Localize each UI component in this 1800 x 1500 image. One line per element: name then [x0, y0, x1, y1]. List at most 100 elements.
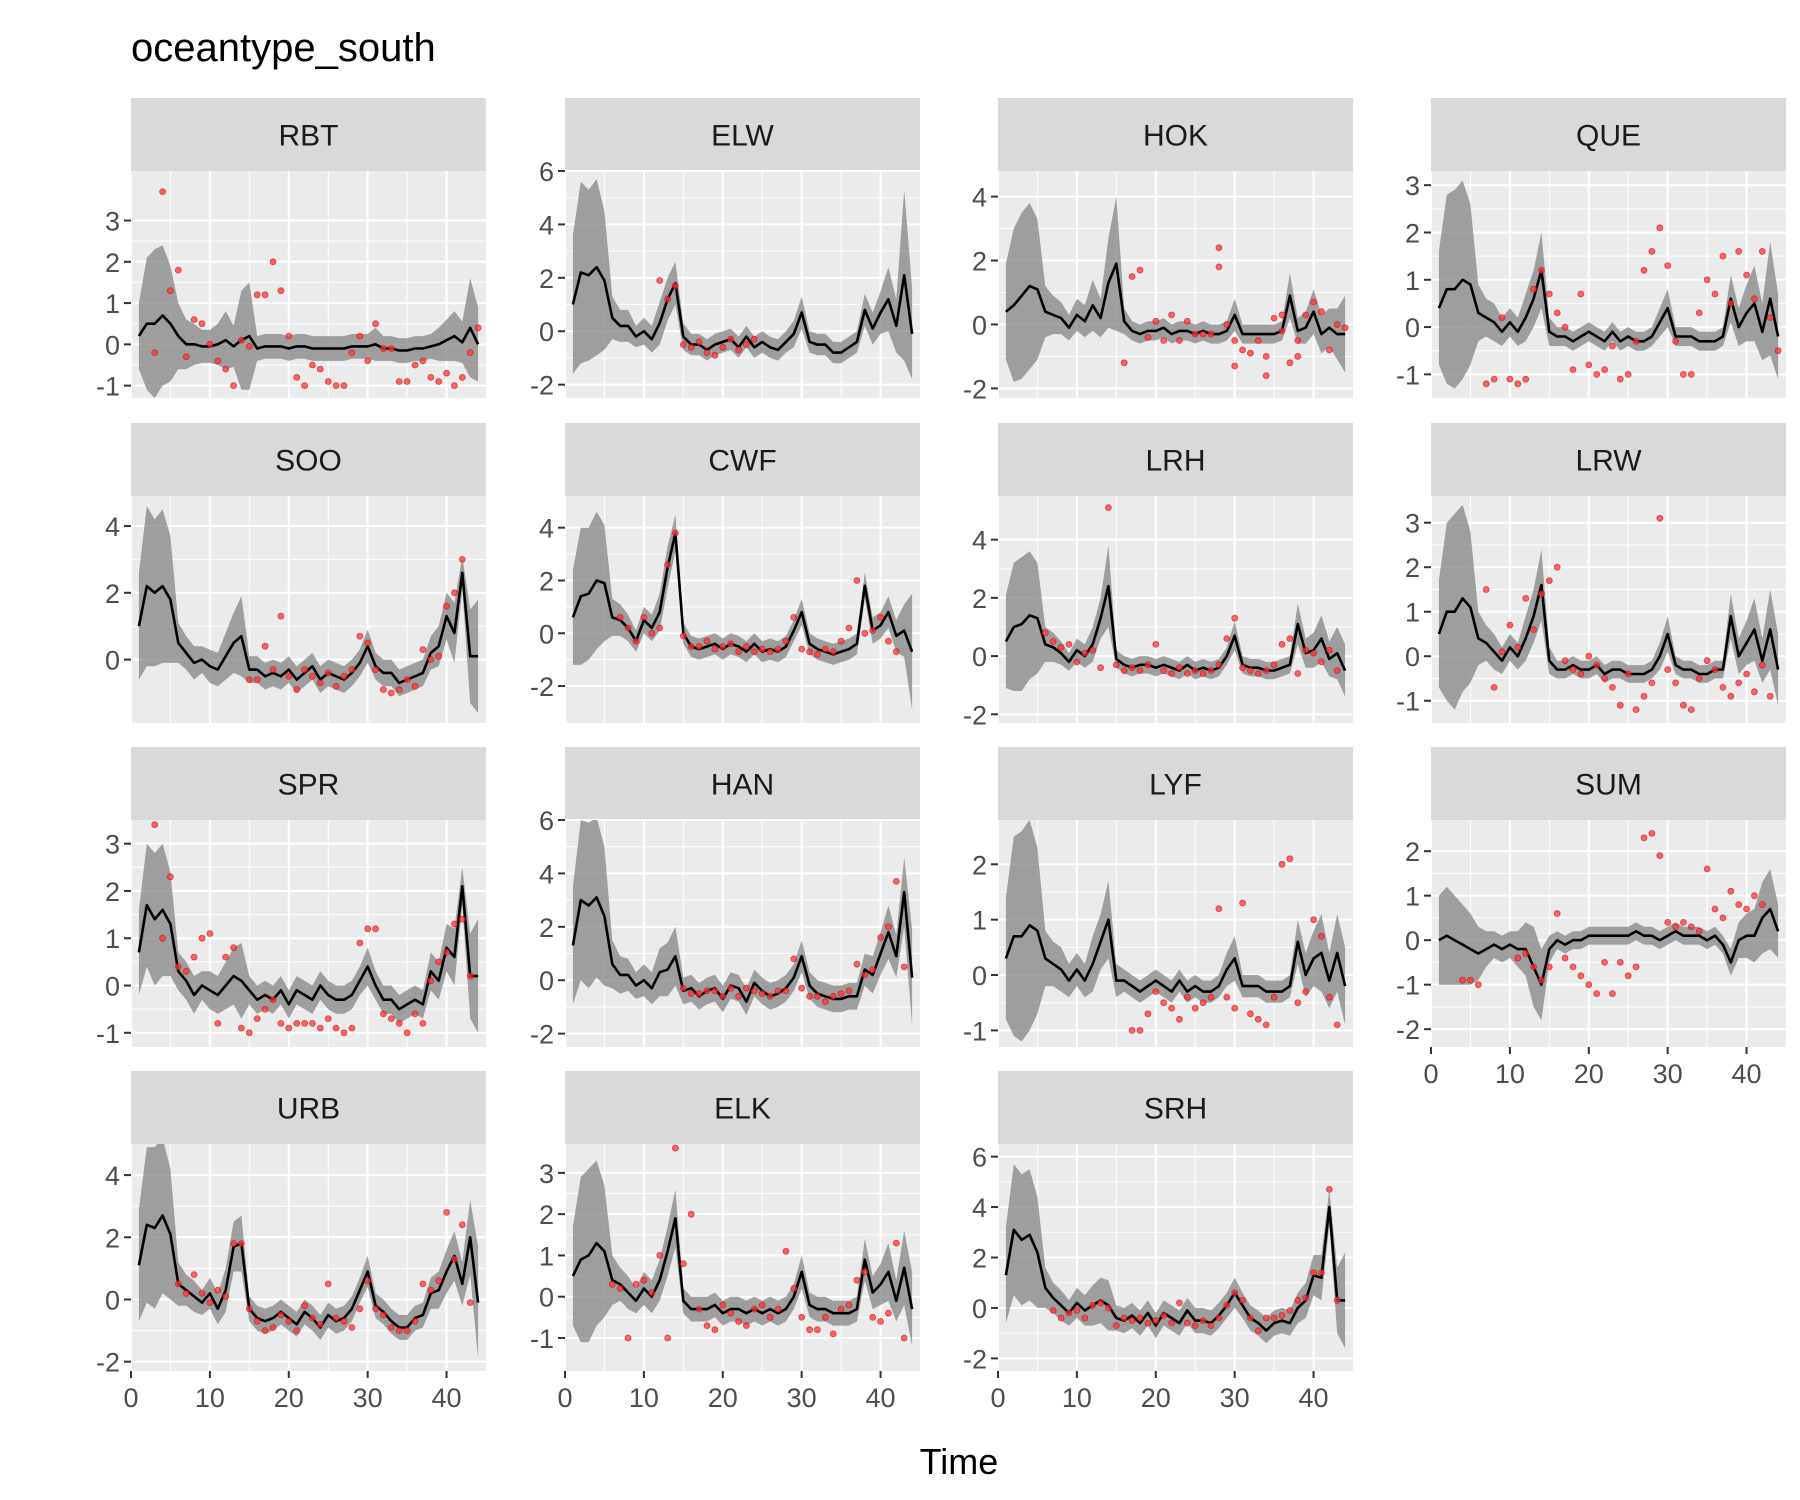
strip-label-sum: SUM: [1575, 769, 1642, 802]
observed-point: [1081, 1314, 1089, 1322]
observed-point: [206, 930, 214, 937]
y-tick-label: 3: [105, 207, 120, 237]
observed-point: [230, 382, 238, 390]
observed-point: [766, 648, 774, 656]
observed-point: [316, 1321, 324, 1328]
panel-spr: SPR -1 0 1 2 3: [96, 747, 486, 1049]
observed-point: [198, 1289, 206, 1297]
observed-point: [419, 646, 427, 653]
observed-point: [861, 1268, 869, 1276]
observed-point: [324, 1280, 332, 1288]
strip-label-lrw: LRW: [1575, 445, 1642, 478]
strip-label-cwf: CWF: [708, 445, 776, 478]
observed-point: [190, 953, 198, 961]
observed-point: [679, 341, 687, 349]
y-tick-label: 0: [972, 310, 987, 340]
observed-point: [687, 643, 695, 650]
observed-point: [301, 382, 309, 390]
y-tick-label: 3: [1405, 171, 1420, 201]
panel-background: [998, 820, 1353, 1047]
observed-point: [1278, 1312, 1286, 1319]
observed-point: [332, 1314, 340, 1322]
observed-point: [1294, 1297, 1302, 1304]
observed-point: [1286, 635, 1294, 642]
panel-grid: RBT-10123ELW-20246HOK-2024QUE-10123SOO02…: [96, 98, 1786, 1413]
observed-point: [1727, 299, 1735, 307]
observed-point: [395, 1327, 403, 1334]
observed-point: [1703, 276, 1711, 284]
x-tick-label: 0: [123, 1383, 138, 1413]
observed-point: [1695, 675, 1703, 682]
observed-point: [466, 972, 474, 980]
observed-point: [1538, 266, 1545, 274]
observed-point: [1695, 309, 1703, 317]
observed-point: [1538, 976, 1545, 984]
observed-point: [1751, 892, 1758, 900]
observed-point: [301, 1302, 309, 1310]
observed-point: [766, 992, 774, 1000]
observed-point: [1254, 1015, 1262, 1023]
observed-point: [1333, 1021, 1341, 1029]
observed-point: [1616, 375, 1624, 383]
chart-title: oceantype_south: [131, 26, 436, 70]
observed-point: [1758, 901, 1766, 908]
panel-rbt: RBT -1 0 1 2 3: [96, 98, 486, 402]
panel-data-lyf: [1004, 820, 1347, 1042]
panel-que: QUE -1 0 1 2 3: [1396, 98, 1786, 398]
observed-point: [1711, 905, 1719, 913]
observed-point: [1239, 664, 1246, 672]
observed-point: [616, 614, 624, 621]
observed-point: [1585, 981, 1593, 989]
x-tick-label: 20: [274, 1383, 304, 1413]
observed-point: [1640, 266, 1648, 274]
observed-point: [356, 1305, 364, 1313]
observed-point: [372, 925, 380, 933]
observed-point: [222, 1293, 230, 1300]
observed-point: [1459, 976, 1466, 984]
observed-point: [1183, 670, 1191, 677]
observed-point: [1168, 311, 1175, 319]
observed-point: [1207, 667, 1215, 674]
observed-point: [387, 1324, 395, 1331]
x-tick-label: 40: [866, 1383, 896, 1413]
observed-point: [1601, 366, 1608, 374]
y-tick-label: -1: [1396, 687, 1420, 717]
observed-point: [735, 992, 742, 1000]
observed-point: [743, 341, 750, 349]
observed-point: [1514, 380, 1522, 388]
observed-point: [750, 335, 758, 343]
observed-point: [261, 1327, 269, 1334]
observed-point: [474, 324, 482, 332]
observed-point: [1144, 1010, 1152, 1018]
observed-point: [1089, 1302, 1097, 1309]
observed-point: [703, 349, 711, 357]
strip-label-que: QUE: [1576, 120, 1641, 153]
observed-point: [356, 939, 364, 947]
observed-point: [1751, 688, 1758, 696]
observed-point: [1191, 1322, 1199, 1329]
observed-point: [885, 923, 892, 931]
strip-rbt: [131, 98, 486, 171]
observed-point: [798, 984, 806, 992]
observed-point: [1514, 954, 1522, 962]
observed-point: [166, 873, 174, 881]
confidence-ribbon-hok: [1005, 196, 1346, 382]
observed-point: [419, 1020, 427, 1027]
y-tick-label: -2: [530, 672, 554, 702]
observed-point: [1160, 667, 1168, 674]
observed-point: [1199, 330, 1207, 338]
observed-point: [1097, 664, 1104, 672]
observed-point: [1278, 860, 1286, 868]
observed-point: [1136, 667, 1144, 674]
observed-point: [332, 1024, 340, 1032]
observed-point: [1640, 692, 1648, 700]
observed-point: [719, 1301, 727, 1309]
observed-point: [727, 640, 735, 648]
strip-urb: [131, 1071, 486, 1144]
observed-point: [198, 934, 206, 942]
y-tick-label: 1: [1405, 882, 1420, 912]
observed-point: [1506, 375, 1514, 383]
observed-point: [1223, 321, 1231, 328]
observed-point: [727, 984, 735, 992]
y-tick-label: 4: [972, 183, 987, 213]
